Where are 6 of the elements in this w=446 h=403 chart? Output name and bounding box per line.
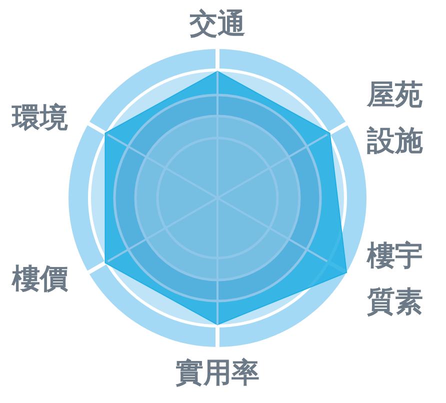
spoke-label: 樓宇質素: [366, 238, 424, 318]
spoke-label: 實用率: [176, 356, 260, 389]
spoke-label: 屋苑設施: [366, 78, 424, 158]
spoke-label: 樓價: [10, 262, 69, 295]
spoke-label: 環境: [10, 101, 68, 134]
spoke-label: 交通: [188, 7, 246, 40]
